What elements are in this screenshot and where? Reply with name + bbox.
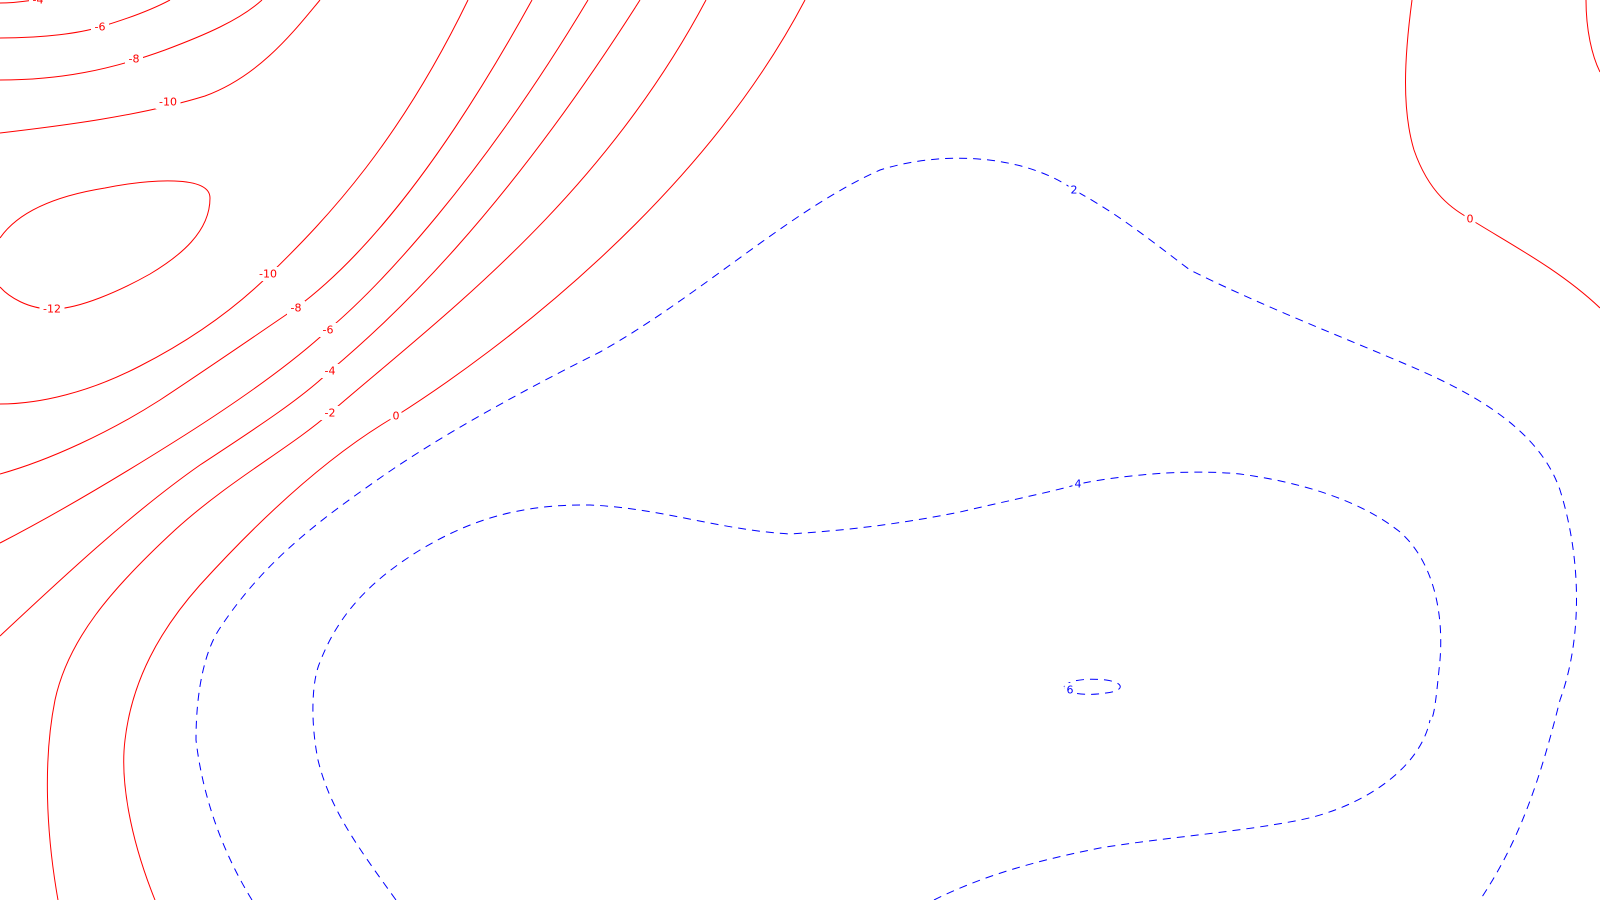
contour-label-background	[319, 323, 337, 337]
contour-line	[0, 0, 589, 544]
contour-level-neg8-3: -8	[0, 0, 263, 81]
contour-label: -12	[43, 303, 61, 316]
contour-label-background	[1068, 183, 1080, 197]
contour-level-neg10-2: -10	[0, 0, 469, 405]
contour-line	[195, 157, 1577, 900]
contour-label-background	[29, 0, 47, 7]
contour-line	[0, 0, 641, 637]
contour-label-background	[1464, 212, 1476, 226]
contour-label-background	[91, 20, 109, 34]
contour-line	[1063, 678, 1121, 695]
contour-label: -6	[323, 324, 334, 337]
contour-label: -10	[259, 268, 277, 281]
contour-level-6-14: 6	[1063, 678, 1121, 697]
contour-level-neg10-1: -10	[0, 0, 321, 134]
contour-level-0-10: 0	[123, 0, 806, 900]
contour-label-background	[1072, 477, 1084, 491]
contour-label: -10	[159, 96, 177, 109]
contour-level-neg2-9: -2	[46, 0, 707, 900]
contour-label-background	[125, 52, 143, 66]
contour-line	[0, 0, 469, 405]
contour-line	[312, 471, 1442, 900]
contour-level-neg6-6: -6	[0, 0, 589, 544]
contour-label-background	[1064, 683, 1076, 697]
contour-label: 4	[1075, 478, 1082, 491]
contour-label-background	[155, 95, 181, 109]
contour-label-background	[39, 302, 65, 316]
contour-level-4-13: 4	[312, 471, 1442, 900]
contour-label: -8	[129, 53, 140, 66]
contour-level-neg6-5: -6	[0, 0, 171, 39]
contour-label: -6	[95, 21, 106, 34]
contour-level-neg4-8: -4	[0, 0, 641, 637]
contour-label: 0	[1467, 213, 1474, 226]
contour-line	[123, 0, 806, 900]
contour-label: 6	[1067, 684, 1074, 697]
contour-label-background	[390, 409, 402, 423]
contour-line	[0, 0, 321, 134]
contour-label: 2	[1071, 184, 1078, 197]
contour-label: -8	[291, 302, 302, 315]
contour-line	[46, 0, 707, 900]
contour-label: -2	[325, 407, 336, 420]
contour-label: 0	[393, 410, 400, 423]
contour-label: -4	[33, 0, 44, 7]
contour-level-2-12: 2	[195, 157, 1577, 900]
contour-label: -4	[325, 365, 336, 378]
contour-line	[0, 0, 533, 475]
contour-label-background	[321, 406, 339, 420]
contour-line	[0, 0, 263, 81]
contour-level-0-11: 0	[1405, 0, 1600, 309]
contour-label-background	[321, 364, 339, 378]
contour-label-background	[287, 301, 305, 315]
contour-level-neg4-7: -4	[0, 0, 47, 7]
contour-line	[1405, 0, 1600, 309]
contour-level-neg12-0: -12	[0, 180, 211, 316]
contour-level-neg8-4: -8	[0, 0, 533, 475]
contour-label-background	[255, 267, 281, 281]
